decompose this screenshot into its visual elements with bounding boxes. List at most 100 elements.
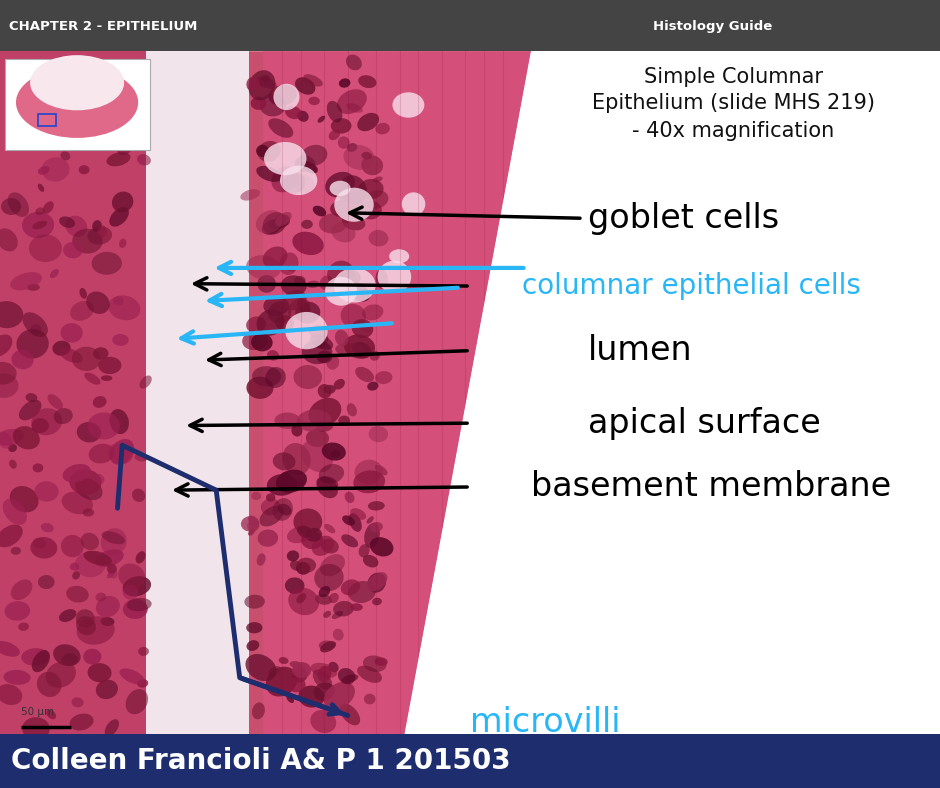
Ellipse shape [0, 229, 18, 251]
Text: goblet cells: goblet cells [588, 202, 778, 235]
Ellipse shape [331, 222, 355, 243]
Ellipse shape [92, 220, 102, 232]
Ellipse shape [288, 678, 306, 693]
Ellipse shape [334, 379, 345, 389]
Ellipse shape [358, 322, 371, 333]
Ellipse shape [333, 601, 354, 616]
Ellipse shape [0, 334, 12, 357]
Ellipse shape [0, 301, 24, 328]
Ellipse shape [335, 188, 374, 221]
Ellipse shape [32, 418, 49, 433]
Ellipse shape [337, 89, 367, 114]
Ellipse shape [342, 214, 366, 230]
Ellipse shape [343, 145, 375, 170]
Ellipse shape [112, 334, 129, 346]
Ellipse shape [319, 641, 335, 650]
Ellipse shape [101, 528, 127, 556]
Ellipse shape [96, 474, 104, 483]
Ellipse shape [23, 312, 48, 337]
Ellipse shape [243, 331, 268, 350]
Ellipse shape [67, 69, 84, 87]
Ellipse shape [71, 697, 84, 708]
Ellipse shape [35, 481, 58, 502]
Ellipse shape [368, 426, 388, 442]
Ellipse shape [319, 214, 348, 233]
Ellipse shape [60, 151, 70, 161]
Ellipse shape [60, 323, 83, 343]
Ellipse shape [302, 340, 333, 364]
Ellipse shape [294, 156, 315, 172]
Ellipse shape [328, 662, 338, 672]
Ellipse shape [139, 375, 151, 388]
Text: lumen: lumen [588, 334, 692, 367]
Ellipse shape [368, 501, 384, 511]
Ellipse shape [257, 309, 285, 336]
Ellipse shape [22, 649, 50, 666]
Ellipse shape [41, 158, 70, 182]
Ellipse shape [88, 444, 115, 463]
Ellipse shape [320, 276, 334, 290]
Ellipse shape [87, 663, 112, 682]
Ellipse shape [285, 312, 328, 349]
Ellipse shape [348, 581, 376, 603]
Ellipse shape [85, 373, 101, 385]
Ellipse shape [318, 116, 325, 123]
Ellipse shape [310, 663, 337, 678]
Ellipse shape [33, 463, 43, 472]
Ellipse shape [276, 470, 307, 492]
Ellipse shape [304, 74, 322, 87]
Ellipse shape [107, 571, 115, 578]
Ellipse shape [375, 123, 390, 135]
Ellipse shape [138, 647, 149, 656]
Ellipse shape [306, 528, 322, 542]
Ellipse shape [119, 668, 145, 685]
Polygon shape [0, 51, 531, 737]
Ellipse shape [87, 412, 120, 440]
Ellipse shape [306, 281, 320, 288]
Ellipse shape [318, 384, 332, 399]
Ellipse shape [248, 529, 255, 536]
Ellipse shape [332, 611, 343, 619]
Ellipse shape [258, 275, 276, 293]
Ellipse shape [43, 201, 54, 214]
Ellipse shape [262, 219, 281, 235]
Ellipse shape [0, 362, 17, 385]
Ellipse shape [127, 598, 151, 611]
Ellipse shape [53, 340, 70, 355]
Ellipse shape [99, 357, 121, 374]
Ellipse shape [375, 371, 393, 384]
Ellipse shape [110, 439, 134, 465]
Ellipse shape [251, 492, 261, 500]
Ellipse shape [362, 304, 384, 321]
Text: microvilli: microvilli [470, 706, 620, 739]
Ellipse shape [273, 452, 295, 470]
Ellipse shape [8, 133, 40, 151]
Ellipse shape [309, 325, 327, 338]
Ellipse shape [15, 110, 39, 132]
Ellipse shape [257, 166, 282, 182]
Ellipse shape [275, 212, 291, 226]
Ellipse shape [310, 710, 337, 733]
Ellipse shape [315, 594, 332, 604]
Ellipse shape [323, 385, 336, 394]
Polygon shape [0, 51, 169, 737]
Ellipse shape [345, 281, 370, 302]
Ellipse shape [297, 110, 308, 122]
Ellipse shape [317, 476, 338, 491]
Ellipse shape [275, 315, 294, 331]
Ellipse shape [256, 210, 283, 234]
Ellipse shape [269, 85, 297, 106]
Ellipse shape [319, 464, 344, 484]
Ellipse shape [295, 77, 316, 95]
Ellipse shape [252, 702, 265, 719]
Ellipse shape [30, 537, 57, 559]
Ellipse shape [70, 470, 102, 495]
Ellipse shape [331, 450, 340, 458]
Ellipse shape [290, 560, 302, 571]
Ellipse shape [0, 525, 23, 547]
Ellipse shape [248, 70, 275, 100]
Ellipse shape [256, 77, 276, 89]
Ellipse shape [107, 564, 118, 578]
Ellipse shape [10, 272, 42, 291]
Ellipse shape [354, 459, 383, 485]
